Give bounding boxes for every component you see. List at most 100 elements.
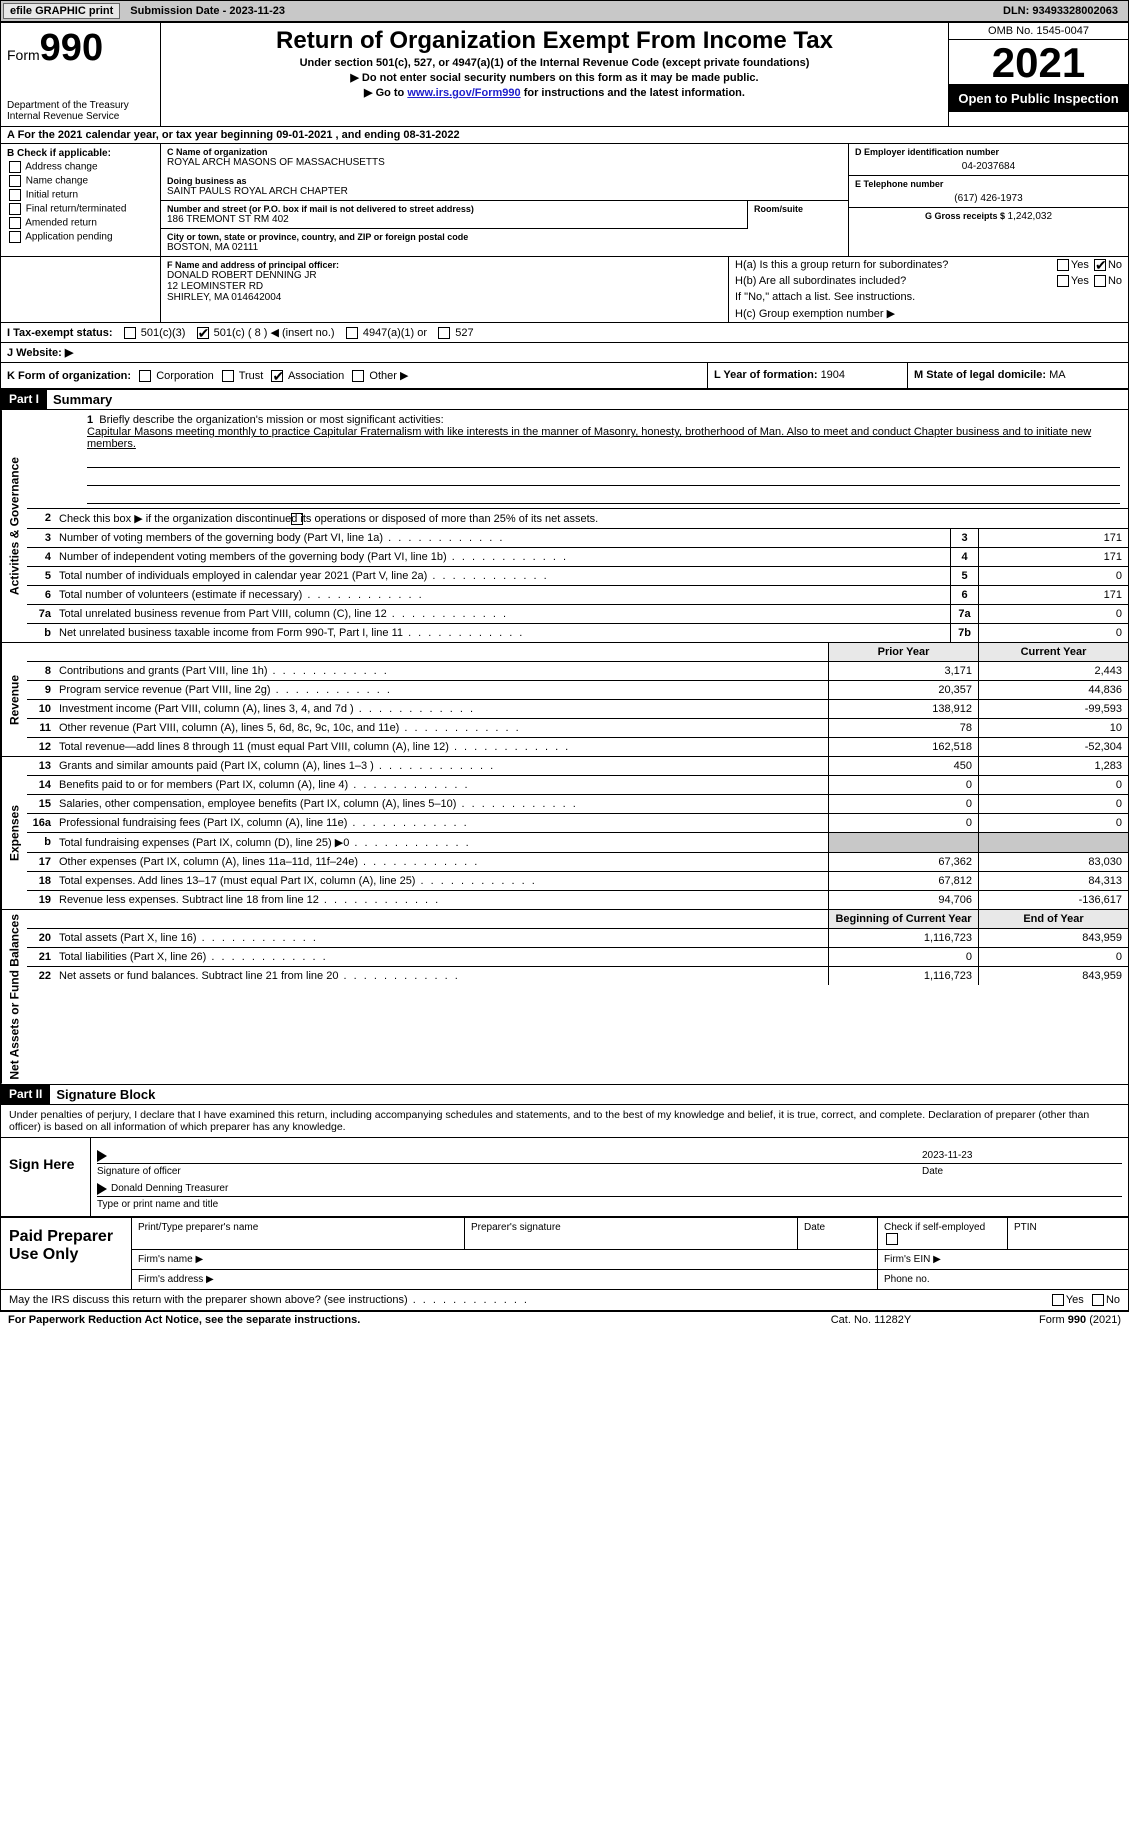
line1-label: Briefly describe the organization's miss… — [99, 414, 443, 426]
chk-name-change[interactable]: Name change — [7, 175, 154, 187]
table-row: 13Grants and similar amounts paid (Part … — [27, 757, 1128, 776]
hb-yes[interactable] — [1057, 275, 1069, 287]
column-deg: D Employer identification number 04-2037… — [848, 144, 1128, 256]
ha-label: H(a) Is this a group return for subordin… — [735, 259, 948, 271]
hb-no[interactable] — [1094, 275, 1106, 287]
i-527[interactable] — [438, 327, 450, 339]
table-row: 18Total expenses. Add lines 13–17 (must … — [27, 872, 1128, 891]
section-fhi: F Name and address of principal officer:… — [1, 257, 1128, 323]
irs-discuss-yes[interactable] — [1052, 1294, 1064, 1306]
sign-here-label: Sign Here — [1, 1138, 91, 1216]
k-other[interactable] — [352, 370, 364, 382]
irs-discuss-question: May the IRS discuss this return with the… — [9, 1294, 1050, 1306]
row-a-tax-year: A For the 2021 calendar year, or tax yea… — [1, 127, 1128, 144]
topbar: efile GRAPHIC print Submission Date - 20… — [0, 0, 1129, 22]
tel-value: (617) 426-1973 — [855, 193, 1122, 204]
revenue-section: Revenue Prior Year Current Year 8Contrib… — [1, 643, 1128, 757]
ha-no[interactable] — [1094, 259, 1106, 271]
section-bcd: B Check if applicable: Address change Na… — [1, 144, 1128, 257]
table-row: 21Total liabilities (Part X, line 26)00 — [27, 948, 1128, 967]
irs-link[interactable]: www.irs.gov/Form990 — [407, 87, 520, 99]
ein-value: 04-2037684 — [855, 161, 1122, 172]
vtab-activities: Activities & Governance — [1, 410, 27, 642]
i-4947[interactable] — [346, 327, 358, 339]
form-number: 990 — [40, 27, 103, 69]
i-label: I Tax-exempt status: — [7, 327, 113, 339]
chk-application-pending[interactable]: Application pending — [7, 231, 154, 243]
i-501c[interactable] — [197, 327, 209, 339]
column-c-org-info: C Name of organization ROYAL ARCH MASONS… — [161, 144, 848, 256]
page-footer: For Paperwork Reduction Act Notice, see … — [0, 1312, 1129, 1328]
org-name-label: C Name of organization — [167, 147, 842, 157]
line2-checkbox[interactable] — [291, 513, 303, 525]
line2-row: 2 Check this box ▶ if the organization d… — [27, 509, 1128, 529]
efile-print-button[interactable]: efile GRAPHIC print — [3, 3, 120, 19]
m-label: M State of legal domicile: — [914, 369, 1049, 381]
line2-text: Check this box ▶ if the organization dis… — [55, 509, 1128, 528]
sign-here-block: Sign Here 2023-11-23 Signature of office… — [1, 1138, 1128, 1218]
k-assoc[interactable] — [271, 370, 283, 382]
row-j-website: J Website: ▶ — [1, 343, 1128, 363]
paperwork-notice: For Paperwork Reduction Act Notice, see … — [8, 1314, 771, 1326]
chk-address-change[interactable]: Address change — [7, 161, 154, 173]
chk-amended-return[interactable]: Amended return — [7, 217, 154, 229]
table-row: 20Total assets (Part X, line 16)1,116,72… — [27, 929, 1128, 948]
firm-ein-label: Firm's EIN ▶ — [878, 1250, 1128, 1269]
dept-treasury: Department of the Treasury — [7, 100, 154, 111]
i-501c3[interactable] — [124, 327, 136, 339]
row-klm: K Form of organization: Corporation Trus… — [1, 363, 1128, 390]
ein-label: D Employer identification number — [855, 147, 1122, 157]
part2-title: Signature Block — [50, 1085, 1128, 1104]
row-i-tax-status: I Tax-exempt status: 501(c)(3) 501(c) ( … — [1, 323, 1128, 343]
prep-date-label: Date — [798, 1218, 878, 1249]
tel-label: E Telephone number — [855, 179, 1122, 189]
street-address: 186 TREMONT ST RM 402 — [167, 214, 741, 225]
table-row: 7aTotal unrelated business revenue from … — [27, 605, 1128, 624]
date-label: Date — [922, 1166, 1122, 1177]
boy-header: Beginning of Current Year — [828, 910, 978, 928]
officer-addr1: 12 LEOMINSTER RD — [167, 281, 722, 292]
m-value: MA — [1049, 369, 1066, 381]
form-header: Form990 Department of the Treasury Inter… — [1, 23, 1128, 127]
table-row: 12Total revenue—add lines 8 through 11 (… — [27, 738, 1128, 756]
part2-header-row: Part II Signature Block — [1, 1085, 1128, 1105]
form-subtitle-2: ▶ Do not enter social security numbers o… — [167, 71, 942, 84]
prep-name-label: Print/Type preparer's name — [132, 1218, 465, 1249]
k-label: K Form of organization: — [7, 370, 131, 382]
signature-intro: Under penalties of perjury, I declare th… — [1, 1105, 1128, 1138]
k-trust[interactable] — [222, 370, 234, 382]
gross-label: G Gross receipts $ — [925, 211, 1008, 221]
ha-yes[interactable] — [1057, 259, 1069, 271]
prior-year-header: Prior Year — [828, 643, 978, 661]
city-label: City or town, state or province, country… — [167, 232, 842, 242]
part1-header-row: Part I Summary — [1, 390, 1128, 410]
table-row: 5Total number of individuals employed in… — [27, 567, 1128, 586]
table-row: 9Program service revenue (Part VIII, lin… — [27, 681, 1128, 700]
form-subtitle-3: ▶ Go to www.irs.gov/Form990 for instruct… — [167, 86, 942, 99]
form-ref: Form 990 (2021) — [971, 1314, 1121, 1326]
hb-note: If "No," attach a list. See instructions… — [735, 291, 915, 303]
f-label: F Name and address of principal officer: — [167, 260, 722, 270]
submission-date: Submission Date - 2023-11-23 — [122, 5, 293, 17]
table-row: bNet unrelated business taxable income f… — [27, 624, 1128, 642]
firm-addr-label: Firm's address ▶ — [132, 1270, 878, 1289]
sig-officer-label: Signature of officer — [97, 1166, 922, 1177]
irs-discuss-no[interactable] — [1092, 1294, 1104, 1306]
hc-label: H(c) Group exemption number ▶ — [735, 307, 895, 320]
rev-header-row: Prior Year Current Year — [27, 643, 1128, 662]
dba-label: Doing business as — [167, 176, 842, 186]
chk-initial-return[interactable]: Initial return — [7, 189, 154, 201]
prep-self-employed[interactable]: Check if self-employed — [878, 1218, 1008, 1249]
mission-text: Capitular Masons meeting monthly to prac… — [87, 426, 1120, 450]
k-corp[interactable] — [139, 370, 151, 382]
part1-badge: Part I — [1, 390, 47, 409]
chk-final-return[interactable]: Final return/terminated — [7, 203, 154, 215]
firm-name-label: Firm's name ▶ — [132, 1250, 878, 1269]
prep-row-1: Print/Type preparer's name Preparer's si… — [132, 1218, 1128, 1250]
irs-label: Internal Revenue Service — [7, 111, 154, 122]
column-b-checkboxes: B Check if applicable: Address change Na… — [1, 144, 161, 256]
form-title: Return of Organization Exempt From Incom… — [167, 27, 942, 55]
net-assets-section: Net Assets or Fund Balances Beginning of… — [1, 910, 1128, 1085]
col-f-spacer — [1, 257, 161, 322]
table-row: 3Number of voting members of the governi… — [27, 529, 1128, 548]
